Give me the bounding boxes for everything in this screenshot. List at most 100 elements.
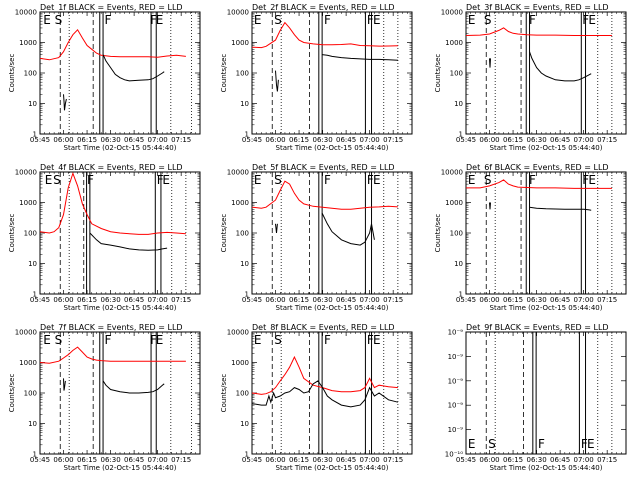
x-tick-label: 05:45 xyxy=(242,456,262,464)
y-tick-label: 1 xyxy=(245,291,249,299)
plot-frame xyxy=(465,11,627,135)
y-tick-label: 10000 xyxy=(227,9,249,17)
y-tick-label: 10⁻⁹ xyxy=(448,402,464,410)
x-tick-label: 06:45 xyxy=(336,136,356,144)
x-tick-label: 07:15 xyxy=(597,136,617,144)
phase-marker-label: E xyxy=(43,333,51,347)
plot-frame xyxy=(251,331,413,455)
lld-series-line xyxy=(466,27,612,36)
y-tick-label: 100 xyxy=(24,230,37,238)
phase-marker-label: F xyxy=(324,173,331,187)
y-tick-label: 100 xyxy=(450,230,463,238)
y-tick-label: 10000 xyxy=(227,329,249,337)
y-axis-label: Counts/sec xyxy=(8,54,16,93)
x-tick-label: 06:15 xyxy=(289,136,309,144)
lld-series-line xyxy=(252,21,398,49)
y-tick-label: 1000 xyxy=(231,39,249,47)
x-tick-label: 06:30 xyxy=(312,296,332,304)
y-tick-label: 10⁻⁹ xyxy=(448,353,464,361)
lld-series-line xyxy=(466,179,612,189)
events-series-line xyxy=(275,70,279,92)
phase-marker-label: S xyxy=(55,333,63,347)
y-tick-label: 10 xyxy=(454,260,463,268)
panel-det-7: Det_7f BLACK = Events, RED = LLD 1 10 100 10… xyxy=(8,323,201,472)
x-tick-label: 06:00 xyxy=(265,456,285,464)
phase-marker-label: F xyxy=(367,173,374,187)
x-tick-label: 07:00 xyxy=(148,456,168,464)
phase-marker-label: E xyxy=(588,173,596,187)
y-tick-label: 1000 xyxy=(231,199,249,207)
y-tick-label: 1 xyxy=(33,131,37,139)
x-tick-label: 06:15 xyxy=(77,136,97,144)
x-axis-label: Start Time (02-Oct-15 05:44:40) xyxy=(490,464,603,472)
phase-marker-label: S xyxy=(274,173,282,187)
y-tick-label: 1000 xyxy=(445,199,463,207)
phase-marker-label: F xyxy=(367,13,374,27)
phase-marker-label: E xyxy=(468,13,476,27)
y-axis-label: Counts/sec xyxy=(8,214,16,253)
y-tick-label: 10000 xyxy=(15,9,37,17)
y-tick-label: 1 xyxy=(33,291,37,299)
events-series-line xyxy=(63,94,67,111)
x-axis-label: Start Time (02-Oct-15 05:44:40) xyxy=(64,144,177,152)
panel-title: Det_6f BLACK = Events, RED = LLD xyxy=(466,163,609,172)
phase-marker-label: S xyxy=(484,173,492,187)
x-tick-label: 06:15 xyxy=(77,456,97,464)
y-axis-label: Counts/sec xyxy=(434,214,442,253)
x-tick-label: 06:30 xyxy=(526,136,546,144)
panel-det-3: Det_3f BLACK = Events, RED = LLD 1 10 100 10… xyxy=(434,3,627,152)
x-tick-label: 07:15 xyxy=(597,456,617,464)
phase-marker-label: F xyxy=(529,13,536,27)
phase-marker-label: S xyxy=(53,173,61,187)
phase-marker-label: S xyxy=(488,437,496,451)
y-tick-label: 1 xyxy=(33,451,37,459)
x-tick-label: 06:15 xyxy=(503,296,523,304)
phase-marker-label: E xyxy=(162,173,170,187)
x-axis-label: Start Time (02-Oct-15 05:44:40) xyxy=(490,304,603,312)
x-tick-label: 07:00 xyxy=(360,456,380,464)
phase-marker-label: F xyxy=(538,437,545,451)
y-tick-label: 100 xyxy=(24,70,37,78)
x-axis-label: Start Time (02-Oct-15 05:44:40) xyxy=(64,304,177,312)
phase-marker-label: S xyxy=(274,13,282,27)
x-tick-label: 06:00 xyxy=(53,296,73,304)
y-tick-label: 10⁻¹⁰ xyxy=(445,451,463,459)
x-tick-label: 06:00 xyxy=(479,296,499,304)
y-tick-label: 1000 xyxy=(445,39,463,47)
x-tick-label: 05:45 xyxy=(30,456,50,464)
x-tick-label: 06:30 xyxy=(100,136,120,144)
panel-title: Det_3f BLACK = Events, RED = LLD xyxy=(466,3,609,12)
y-tick-label: 1000 xyxy=(231,359,249,367)
events-series-line xyxy=(489,202,491,210)
x-tick-label: 06:45 xyxy=(124,136,144,144)
panel-title: Det_7f BLACK = Events, RED = LLD xyxy=(40,323,183,332)
x-tick-label: 05:45 xyxy=(456,296,476,304)
y-tick-label: 10000 xyxy=(227,169,249,177)
y-tick-label: 100 xyxy=(236,230,249,238)
events-series-line xyxy=(252,380,399,408)
phase-marker-label: F xyxy=(150,333,157,347)
x-tick-label: 07:15 xyxy=(171,136,191,144)
phase-marker-label: F xyxy=(157,173,164,187)
x-tick-label: 06:15 xyxy=(503,456,523,464)
x-axis-label: Start Time (02-Oct-15 05:44:40) xyxy=(490,144,603,152)
y-tick-label: 100 xyxy=(450,70,463,78)
x-tick-label: 07:15 xyxy=(383,296,403,304)
y-tick-label: 1000 xyxy=(19,199,37,207)
x-tick-label: 05:45 xyxy=(30,296,50,304)
x-tick-label: 06:45 xyxy=(336,456,356,464)
events-series-line xyxy=(529,51,592,82)
x-axis-label: Start Time (02-Oct-15 05:44:40) xyxy=(276,144,389,152)
y-tick-label: 10 xyxy=(240,100,249,108)
panel-det-6: Det_6f BLACK = Events, RED = LLD 1 10 100 10… xyxy=(434,163,627,312)
x-tick-label: 05:45 xyxy=(30,136,50,144)
phase-marker-label: F xyxy=(104,333,111,347)
panel-det-8: Det_8f BLACK = Events, RED = LLD 1 10 100 10… xyxy=(220,323,413,472)
x-tick-label: 06:30 xyxy=(526,456,546,464)
x-tick-label: 06:15 xyxy=(77,296,97,304)
panel-title: Det_4f BLACK = Events, RED = LLD xyxy=(40,163,183,172)
y-axis-label: Counts/sec xyxy=(220,374,228,413)
x-axis-label: Start Time (02-Oct-15 05:44:40) xyxy=(276,464,389,472)
x-tick-label: 06:45 xyxy=(550,296,570,304)
x-tick-label: 05:45 xyxy=(456,456,476,464)
